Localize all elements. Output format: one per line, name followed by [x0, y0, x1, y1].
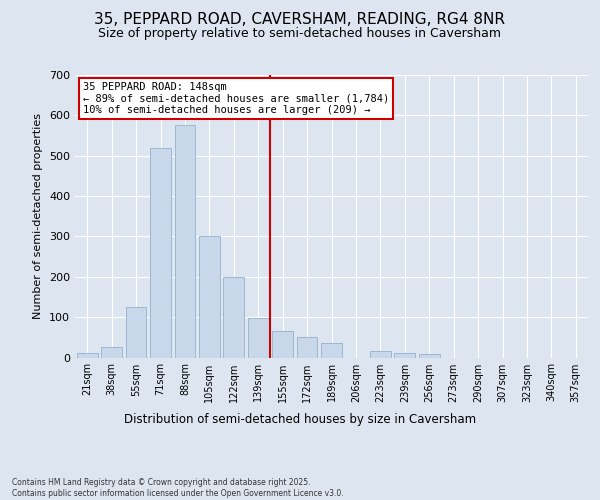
Bar — [199, 236, 220, 358]
Bar — [370, 352, 391, 358]
Text: 35 PEPPARD ROAD: 148sqm
← 89% of semi-detached houses are smaller (1,784)
10% of: 35 PEPPARD ROAD: 148sqm ← 89% of semi-de… — [83, 82, 389, 116]
Bar — [296, 338, 317, 357]
Text: 35, PEPPARD ROAD, CAVERSHAM, READING, RG4 8NR: 35, PEPPARD ROAD, CAVERSHAM, READING, RG… — [95, 12, 505, 28]
Bar — [419, 354, 440, 358]
Bar — [223, 277, 244, 357]
Bar — [77, 354, 98, 358]
Bar — [101, 348, 122, 358]
Bar — [394, 352, 415, 358]
Y-axis label: Number of semi-detached properties: Number of semi-detached properties — [34, 114, 43, 320]
Text: Distribution of semi-detached houses by size in Caversham: Distribution of semi-detached houses by … — [124, 412, 476, 426]
Bar — [272, 332, 293, 357]
Bar — [175, 126, 196, 358]
Bar — [321, 344, 342, 357]
Text: Contains HM Land Registry data © Crown copyright and database right 2025.
Contai: Contains HM Land Registry data © Crown c… — [12, 478, 344, 498]
Bar — [125, 307, 146, 358]
Bar — [150, 148, 171, 358]
Bar — [248, 318, 269, 358]
Text: Size of property relative to semi-detached houses in Caversham: Size of property relative to semi-detach… — [98, 28, 502, 40]
